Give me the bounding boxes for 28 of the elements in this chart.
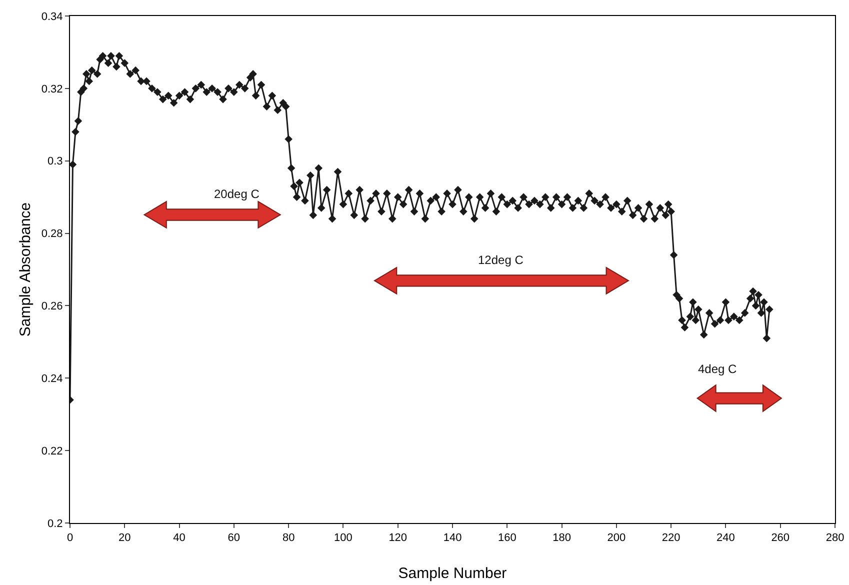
x-tick-label: 40 [173, 532, 186, 544]
x-axis-title: Sample Number [398, 565, 507, 582]
x-tick-label: 280 [826, 532, 844, 544]
y-tick-label: 0.3 [48, 156, 63, 168]
x-tick-label: 80 [282, 532, 295, 544]
x-tick-label: 260 [771, 532, 790, 544]
x-tick-label: 20 [118, 532, 131, 544]
annotation: 12deg C [478, 253, 524, 267]
y-tick-label: 0.28 [41, 228, 63, 240]
x-tick-label: 100 [334, 532, 352, 544]
x-tick-label: 200 [607, 532, 626, 544]
annotation: 20deg C [214, 187, 260, 201]
y-tick-label: 0.2 [48, 518, 63, 530]
y-tick-label: 0.26 [41, 300, 63, 313]
annotation: 4deg C [698, 362, 738, 376]
y-tick-label: 0.34 [41, 10, 63, 23]
y-tick-label: 0.24 [41, 372, 63, 385]
x-tick-label: 0 [66, 532, 74, 544]
y-tick-label: 0.32 [41, 83, 63, 96]
x-tick-label: 180 [552, 532, 571, 544]
x-tick-label: 120 [388, 532, 408, 544]
x-tick-label: 160 [498, 532, 516, 544]
x-tick-label: 60 [228, 532, 240, 544]
x-tick-label: 140 [443, 532, 462, 544]
x-tick-label: 220 [662, 532, 680, 544]
y-tick-label: 0.22 [41, 445, 63, 458]
x-tick-label: 240 [716, 532, 735, 544]
y-axis-title: Sample Absorbance [17, 202, 34, 337]
